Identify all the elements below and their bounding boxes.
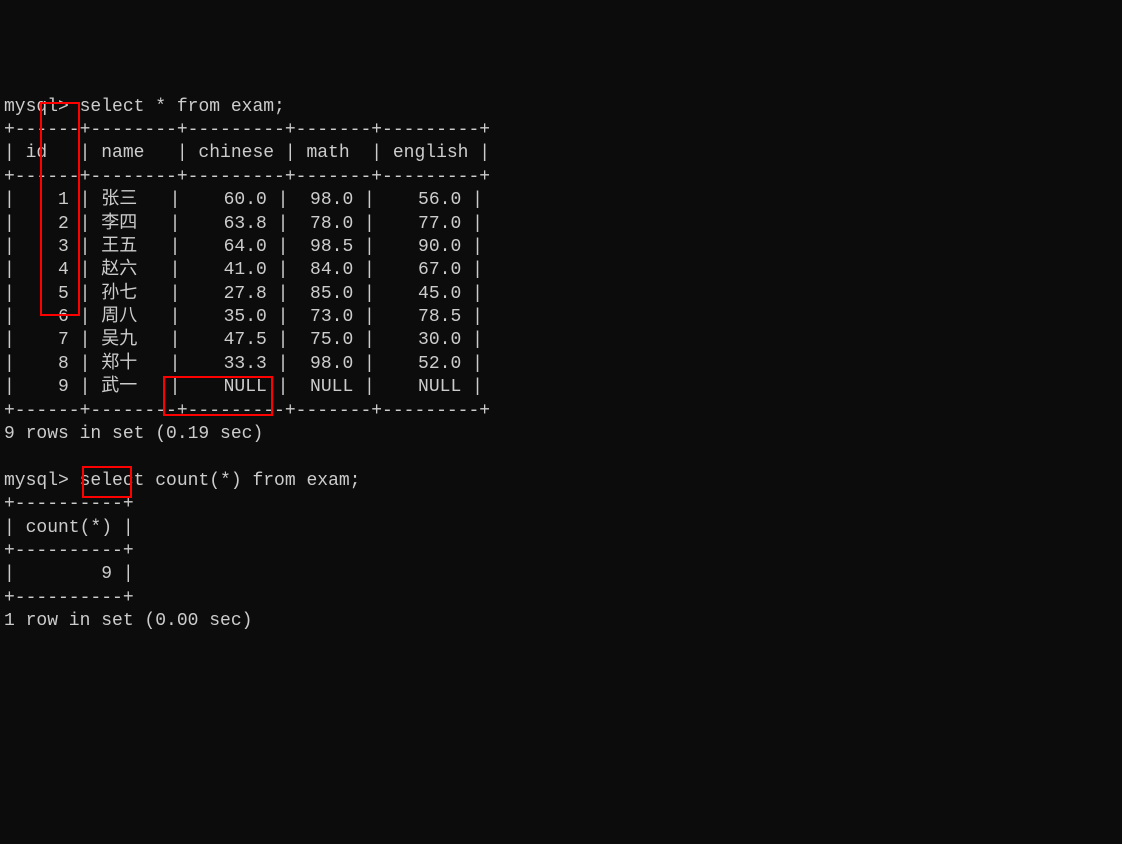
prompt: mysql> — [4, 97, 69, 117]
table2-row: | 9 | — [4, 564, 134, 584]
table1-border-top: +------+--------+---------+-------+-----… — [4, 120, 490, 140]
result-2: 1 row in set (0.00 sec) — [4, 611, 252, 631]
table1-border-mid: +------+--------+---------+-------+-----… — [4, 167, 490, 187]
table1-row: | 6 | 周八 | 35.0 | 73.0 | 78.5 | — [4, 307, 483, 327]
table1-header: | id | name | chinese | math | english | — [4, 143, 490, 163]
table1-row: | 3 | 王五 | 64.0 | 98.5 | 90.0 | — [4, 237, 483, 257]
table2-border-bot: +----------+ — [4, 588, 134, 608]
query-2: select count(*) from exam; — [80, 471, 361, 491]
table1-row: | 2 | 李四 | 63.8 | 78.0 | 77.0 | — [4, 214, 483, 234]
table2-header: | count(*) | — [4, 518, 134, 538]
table1-row: | 7 | 吴九 | 47.5 | 75.0 | 30.0 | — [4, 330, 483, 350]
terminal-output: mysql> select * from exam; +------+-----… — [4, 96, 1118, 634]
table1-row: | 5 | 孙七 | 27.8 | 85.0 | 45.0 | — [4, 284, 483, 304]
result-1: 9 rows in set (0.19 sec) — [4, 424, 263, 444]
table1-row: | 1 | 张三 | 60.0 | 98.0 | 56.0 | — [4, 190, 483, 210]
table1-row: | 8 | 郑十 | 33.3 | 98.0 | 52.0 | — [4, 354, 483, 374]
table2-border-top: +----------+ — [4, 494, 134, 514]
table1-row: | 4 | 赵六 | 41.0 | 84.0 | 67.0 | — [4, 260, 483, 280]
prompt: mysql> — [4, 471, 69, 491]
table1-border-bot: +------+--------+---------+-------+-----… — [4, 401, 490, 421]
query-1: select * from exam; — [80, 97, 285, 117]
table2-border-mid: +----------+ — [4, 541, 134, 561]
table1-row: | 9 | 武一 | NULL | NULL | NULL | — [4, 377, 483, 397]
